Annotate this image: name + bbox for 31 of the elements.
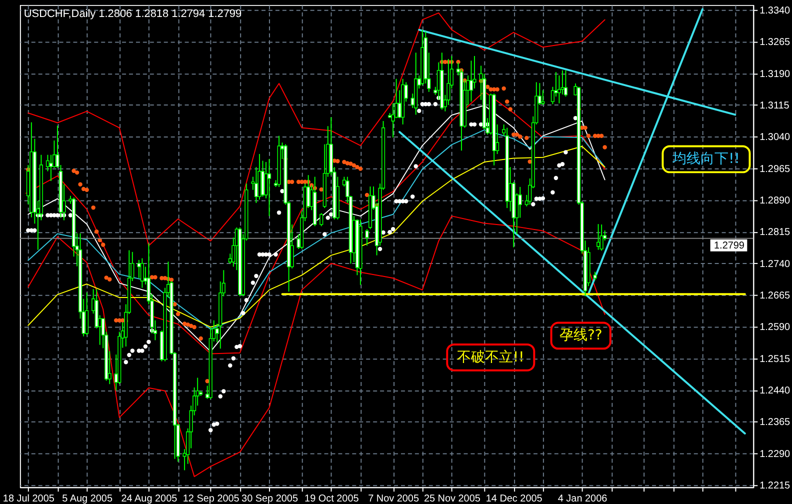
annotation: 均线向下!! (672, 151, 740, 168)
annotation: 孕线?? (559, 328, 602, 344)
y-tick-label: 1.2515 (760, 354, 791, 365)
y-tick-label: 1.2590 (760, 322, 791, 334)
y-tick-label: 1.2440 (760, 385, 791, 396)
y-tick-label: 1.2890 (760, 195, 791, 206)
y-tick-label: 1.2665 (760, 290, 791, 302)
y-tick-label: 1.3265 (760, 37, 791, 48)
y-tick-label: 1.3040 (760, 132, 791, 144)
y-tick-label: 1.2365 (760, 417, 791, 428)
y-tick-label: 1.2290 (760, 448, 791, 460)
x-tick-label: 4 Jan 2006 (558, 494, 608, 504)
ref-line-label: 1.2799 (714, 240, 745, 252)
chart-title: USDCHF,Daily 1.2806 1.2818 1.2794 1.2799 (24, 8, 242, 20)
y-tick-label: 1.3340 (760, 5, 791, 16)
annotation: 不破不立!! (457, 349, 524, 366)
x-tick-label: 24 Aug 2005 (121, 494, 178, 504)
x-tick-label: 19 Oct 2005 (304, 494, 360, 504)
x-tick-label: 7 Nov 2005 (368, 494, 420, 504)
x-tick-label: 25 Nov 2005 (424, 494, 481, 504)
y-tick-label: 1.3115 (760, 100, 790, 112)
x-tick-label: 18 Jul 2005 (2, 494, 55, 504)
y-tick-label: 1.2215 (760, 480, 791, 492)
x-tick-label: 14 Dec 2005 (486, 494, 543, 504)
y-tick-label: 1.2965 (760, 164, 791, 175)
x-tick-label: 5 Aug 2005 (62, 494, 113, 504)
y-tick-label: 1.2815 (760, 227, 791, 238)
x-tick-label: 12 Sep 2005 (182, 494, 240, 504)
y-tick-label: 1.3190 (760, 68, 791, 80)
y-tick-label: 1.2740 (760, 258, 791, 270)
x-tick-label: 30 Sep 2005 (242, 494, 298, 504)
